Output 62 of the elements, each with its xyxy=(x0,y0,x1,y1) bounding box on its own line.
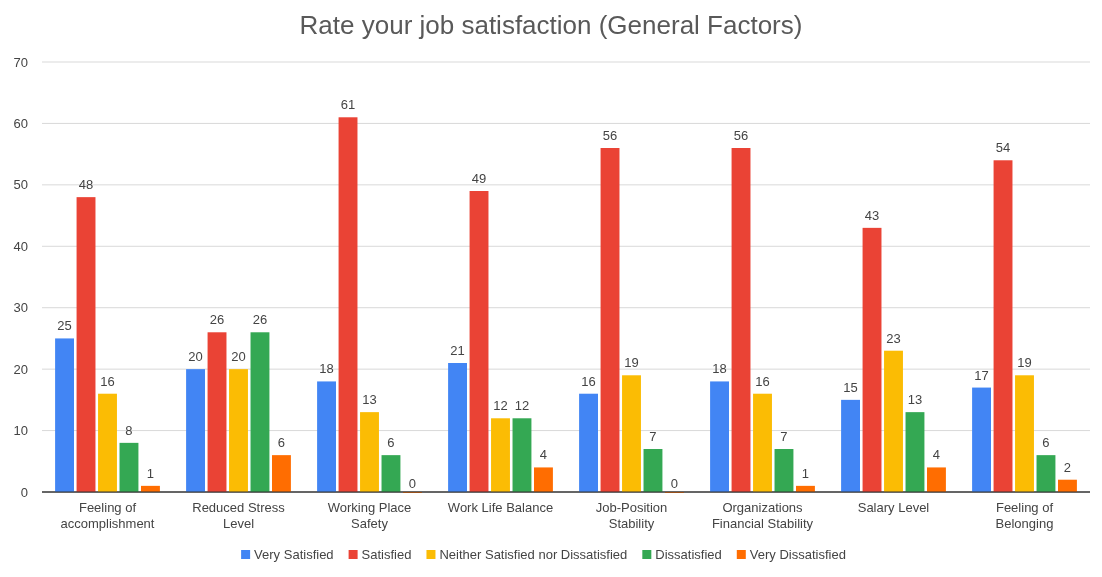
legend-label: Satisfied xyxy=(361,547,412,562)
y-tick-label: 10 xyxy=(13,423,28,439)
legend-label: Dissatisfied xyxy=(655,547,722,562)
data-label: 6 xyxy=(277,435,286,451)
data-label: 43 xyxy=(864,207,880,223)
data-label: 48 xyxy=(78,177,94,193)
data-label: 61 xyxy=(340,97,356,113)
x-tick-label: Working Place Safety xyxy=(327,500,412,531)
data-label: 17 xyxy=(974,367,989,383)
data-label: 6 xyxy=(1042,435,1050,451)
chart-title: Rate your job satisfaction (General Factors) xyxy=(299,10,803,40)
data-label: 23 xyxy=(886,330,901,346)
data-label: 0 xyxy=(670,476,679,491)
data-label: 1 xyxy=(146,465,155,481)
data-label: 12 xyxy=(493,398,508,414)
data-label: 6 xyxy=(387,435,395,451)
y-tick-label: 60 xyxy=(13,115,28,131)
data-label: 0 xyxy=(408,476,417,491)
data-label: 7 xyxy=(780,429,788,444)
data-label: 8 xyxy=(125,422,133,438)
data-label: 49 xyxy=(471,171,487,186)
data-label: 18 xyxy=(319,361,334,377)
x-tick-label: Work Life Balance xyxy=(447,500,554,515)
legend-label: Very Dissatisfied xyxy=(749,547,846,562)
data-label: 56 xyxy=(602,128,618,143)
x-tick-label: Job-Position Stability xyxy=(595,500,668,531)
data-label: 12 xyxy=(514,398,530,414)
data-label: 7 xyxy=(649,429,657,444)
legend-label: Very Satisfied xyxy=(254,547,334,562)
data-label: 56 xyxy=(733,128,749,143)
data-label: 16 xyxy=(100,373,115,389)
data-label: 26 xyxy=(252,312,268,328)
data-label: 13 xyxy=(362,392,377,408)
data-label: 26 xyxy=(209,312,225,328)
data-label: 54 xyxy=(995,140,1011,156)
data-label: 19 xyxy=(1017,355,1032,371)
data-label: 19 xyxy=(624,355,639,371)
x-tick-label: Reduced Stress Level xyxy=(192,500,286,531)
y-tick-label: 20 xyxy=(13,361,28,377)
data-label: 4 xyxy=(932,447,941,463)
data-label: 16 xyxy=(581,373,596,389)
x-tick-label: Salary Level xyxy=(857,500,930,515)
x-tick-label: Feeling of Belonging xyxy=(995,500,1054,531)
y-tick-label: 40 xyxy=(13,238,28,254)
data-label: 15 xyxy=(843,379,858,395)
x-tick-label: Organizations Financial Stability xyxy=(711,500,814,531)
data-label: 4 xyxy=(539,447,548,463)
legend-label: Neither Satisfied nor Dissatisfied xyxy=(439,547,628,562)
y-tick-label: 70 xyxy=(13,54,28,70)
data-label: 1 xyxy=(801,465,810,481)
y-tick-label: 50 xyxy=(13,177,28,193)
data-label: 21 xyxy=(450,343,465,358)
data-label: 16 xyxy=(755,373,770,389)
y-tick-label: 0 xyxy=(20,484,28,500)
x-tick-label: Feeling of accomplishment xyxy=(60,500,155,531)
data-label: 2 xyxy=(1063,459,1072,475)
data-label: 13 xyxy=(907,392,923,408)
data-label: 25 xyxy=(57,318,72,334)
y-tick-label: 30 xyxy=(13,300,28,316)
data-label: 18 xyxy=(712,361,727,377)
data-label: 20 xyxy=(231,349,246,365)
data-label: 20 xyxy=(188,349,203,365)
